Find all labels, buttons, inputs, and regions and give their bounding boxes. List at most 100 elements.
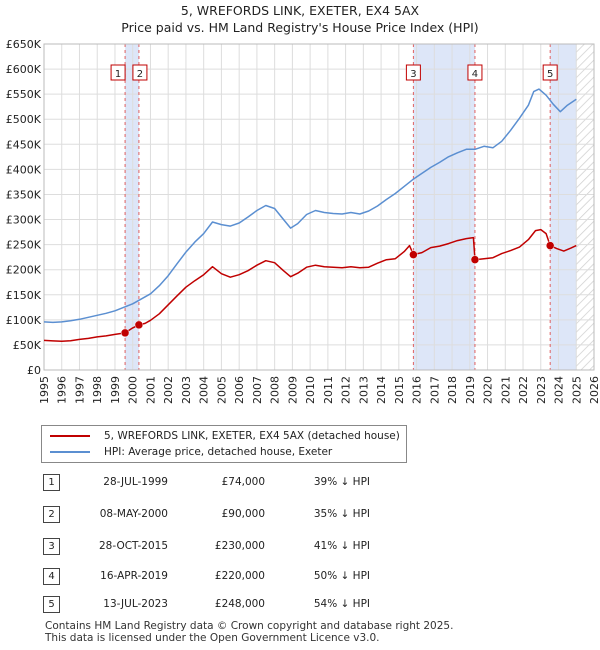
sale-label-box xyxy=(542,64,558,81)
legend-swatch-hpi xyxy=(50,451,90,453)
legend-label-hpi: HPI: Average price, detached house, Exet… xyxy=(104,446,333,458)
x-tick-label: 2007 xyxy=(251,376,264,404)
y-tick-label: £400K xyxy=(6,163,42,176)
sale-date: 08-MAY-2000 xyxy=(99,508,168,520)
x-tick-label: 1996 xyxy=(56,376,69,404)
sale-label-box xyxy=(132,64,148,81)
sale-price: £90,000 xyxy=(221,508,265,520)
footer-line-licence: This data is licensed under the Open Gov… xyxy=(45,632,380,644)
sale-label-number: 2 xyxy=(137,69,143,80)
sale-label-number: 5 xyxy=(547,69,553,80)
y-tick-label: £0 xyxy=(27,364,41,377)
y-tick-label: £550K xyxy=(6,88,42,101)
x-tick-label: 2002 xyxy=(162,376,175,404)
sale-date: 28-OCT-2015 xyxy=(99,540,168,552)
sale-row: 3 28-OCT-2015 £230,000 41% ↓ HPI xyxy=(0,538,600,556)
sale-point xyxy=(134,320,144,330)
sale-date: 28-JUL-1999 xyxy=(103,476,168,488)
sale-hpi-diff: 50% ↓ HPI xyxy=(313,570,370,582)
future-hatch xyxy=(576,44,594,370)
x-tick-label: 2003 xyxy=(180,376,193,404)
sale-point xyxy=(545,241,555,250)
x-tick-label: 1995 xyxy=(38,376,51,404)
y-tick-label: £350K xyxy=(6,188,42,201)
x-tick-label: 2001 xyxy=(144,376,157,404)
chart-subtitle: Price paid vs. HM Land Registry's House … xyxy=(121,20,479,35)
legend-swatch-property xyxy=(50,435,90,437)
sale-label-box xyxy=(110,64,126,81)
y-tick-label: £300K xyxy=(6,214,42,227)
sale-number-badge: 5 xyxy=(43,596,60,613)
x-tick-label: 2008 xyxy=(269,376,282,404)
y-tick-label: £450K xyxy=(6,138,42,151)
y-tick-label: £150K xyxy=(6,289,42,302)
sale-point xyxy=(409,250,418,259)
sale-row: 1 28-JUL-1999 £74,000 39% ↓ HPI xyxy=(0,474,600,492)
sale-label-number: 3 xyxy=(410,69,416,80)
x-tick-label: 2013 xyxy=(357,376,370,404)
x-tick-label: 2009 xyxy=(286,376,299,404)
x-tick-label: 2020 xyxy=(482,376,495,404)
sale-point xyxy=(470,255,480,264)
footer-line-copyright: Contains HM Land Registry data © Crown c… xyxy=(45,620,454,632)
legend-label-property: 5, WREFORDS LINK, EXETER, EX4 5AX (detac… xyxy=(104,430,400,442)
sale-hpi-diff: 54% ↓ HPI xyxy=(313,598,370,610)
sale-row: 4 16-APR-2019 £220,000 50% ↓ HPI xyxy=(0,568,600,586)
plot-border xyxy=(43,43,595,371)
y-tick-label: £600K xyxy=(6,63,42,76)
sale-price: £230,000 xyxy=(214,540,265,552)
x-tick-label: 1999 xyxy=(109,376,122,404)
y-tick-label: £200K xyxy=(6,264,42,277)
footer-credits: Contains HM Land Registry data © Crown c… xyxy=(45,620,453,644)
x-tick-label: 2011 xyxy=(322,376,335,404)
x-tick-label: 2005 xyxy=(215,376,228,404)
sale-price: £220,000 xyxy=(214,570,265,582)
sale-label-box xyxy=(405,64,421,81)
x-tick-label: 1998 xyxy=(91,376,104,404)
sale-label-number: 4 xyxy=(472,69,478,80)
sale-price: £74,000 xyxy=(221,476,265,488)
sale-row: 5 13-JUL-2023 £248,000 54% ↓ HPI xyxy=(0,596,600,614)
x-tick-label: 2021 xyxy=(499,376,512,404)
x-tick-label: 2025 xyxy=(570,376,583,404)
x-tick-label: 2019 xyxy=(464,376,477,404)
x-tick-label: 2012 xyxy=(340,376,353,404)
y-tick-label: £500K xyxy=(6,113,42,126)
sale-date: 16-APR-2019 xyxy=(100,570,168,582)
sale-number-badge: 1 xyxy=(43,474,60,491)
price-chart: £0 £50K £100K £150K £200K £250K £300K £350K £400… xyxy=(6,38,600,404)
sale-hpi-diff: 41% ↓ HPI xyxy=(313,540,370,552)
sale-hpi-diff: 39% ↓ HPI xyxy=(313,476,370,488)
x-tick-label: 2004 xyxy=(198,376,211,404)
x-tick-label: 2022 xyxy=(517,376,530,404)
x-tick-label: 2024 xyxy=(553,376,566,404)
x-tick-label: 2010 xyxy=(304,376,317,404)
sale-label-number: 1 xyxy=(115,69,121,80)
sale-row: 2 08-MAY-2000 £90,000 35% ↓ HPI xyxy=(0,506,600,524)
x-tick-label: 2017 xyxy=(428,376,441,404)
sale-price: £248,000 xyxy=(214,598,265,610)
sale-period-shade xyxy=(413,44,475,370)
sale-date: 13-JUL-2023 xyxy=(103,598,168,610)
sale-number-badge: 3 xyxy=(43,538,60,555)
sale-number-badge: 2 xyxy=(43,506,60,523)
x-tick-label: 2015 xyxy=(393,376,406,404)
x-tick-label: 1997 xyxy=(73,376,86,404)
x-tick-label: 2026 xyxy=(588,376,600,404)
sale-hpi-diff: 35% ↓ HPI xyxy=(313,508,370,520)
legend-item-hpi: HPI: Average price, detached house, Exet… xyxy=(50,446,332,458)
sale-point xyxy=(120,328,130,338)
x-tick-label: 2016 xyxy=(411,376,424,404)
x-tick-label: 2018 xyxy=(446,376,459,404)
chart-title: 5, WREFORDS LINK, EXETER, EX4 5AX Price … xyxy=(0,2,600,36)
hpi-line xyxy=(44,88,577,324)
legend-item-property: 5, WREFORDS LINK, EXETER, EX4 5AX (detac… xyxy=(50,430,400,442)
x-tick-label: 2014 xyxy=(375,376,388,404)
x-tick-label: 2006 xyxy=(233,376,246,404)
y-tick-label: £650K xyxy=(6,38,42,51)
x-tick-label: 2023 xyxy=(535,376,548,404)
x-tick-label: 2000 xyxy=(127,376,140,404)
sale-number-badge: 4 xyxy=(43,568,60,585)
y-tick-label: £50K xyxy=(13,339,42,352)
sale-period-shade xyxy=(125,44,139,370)
